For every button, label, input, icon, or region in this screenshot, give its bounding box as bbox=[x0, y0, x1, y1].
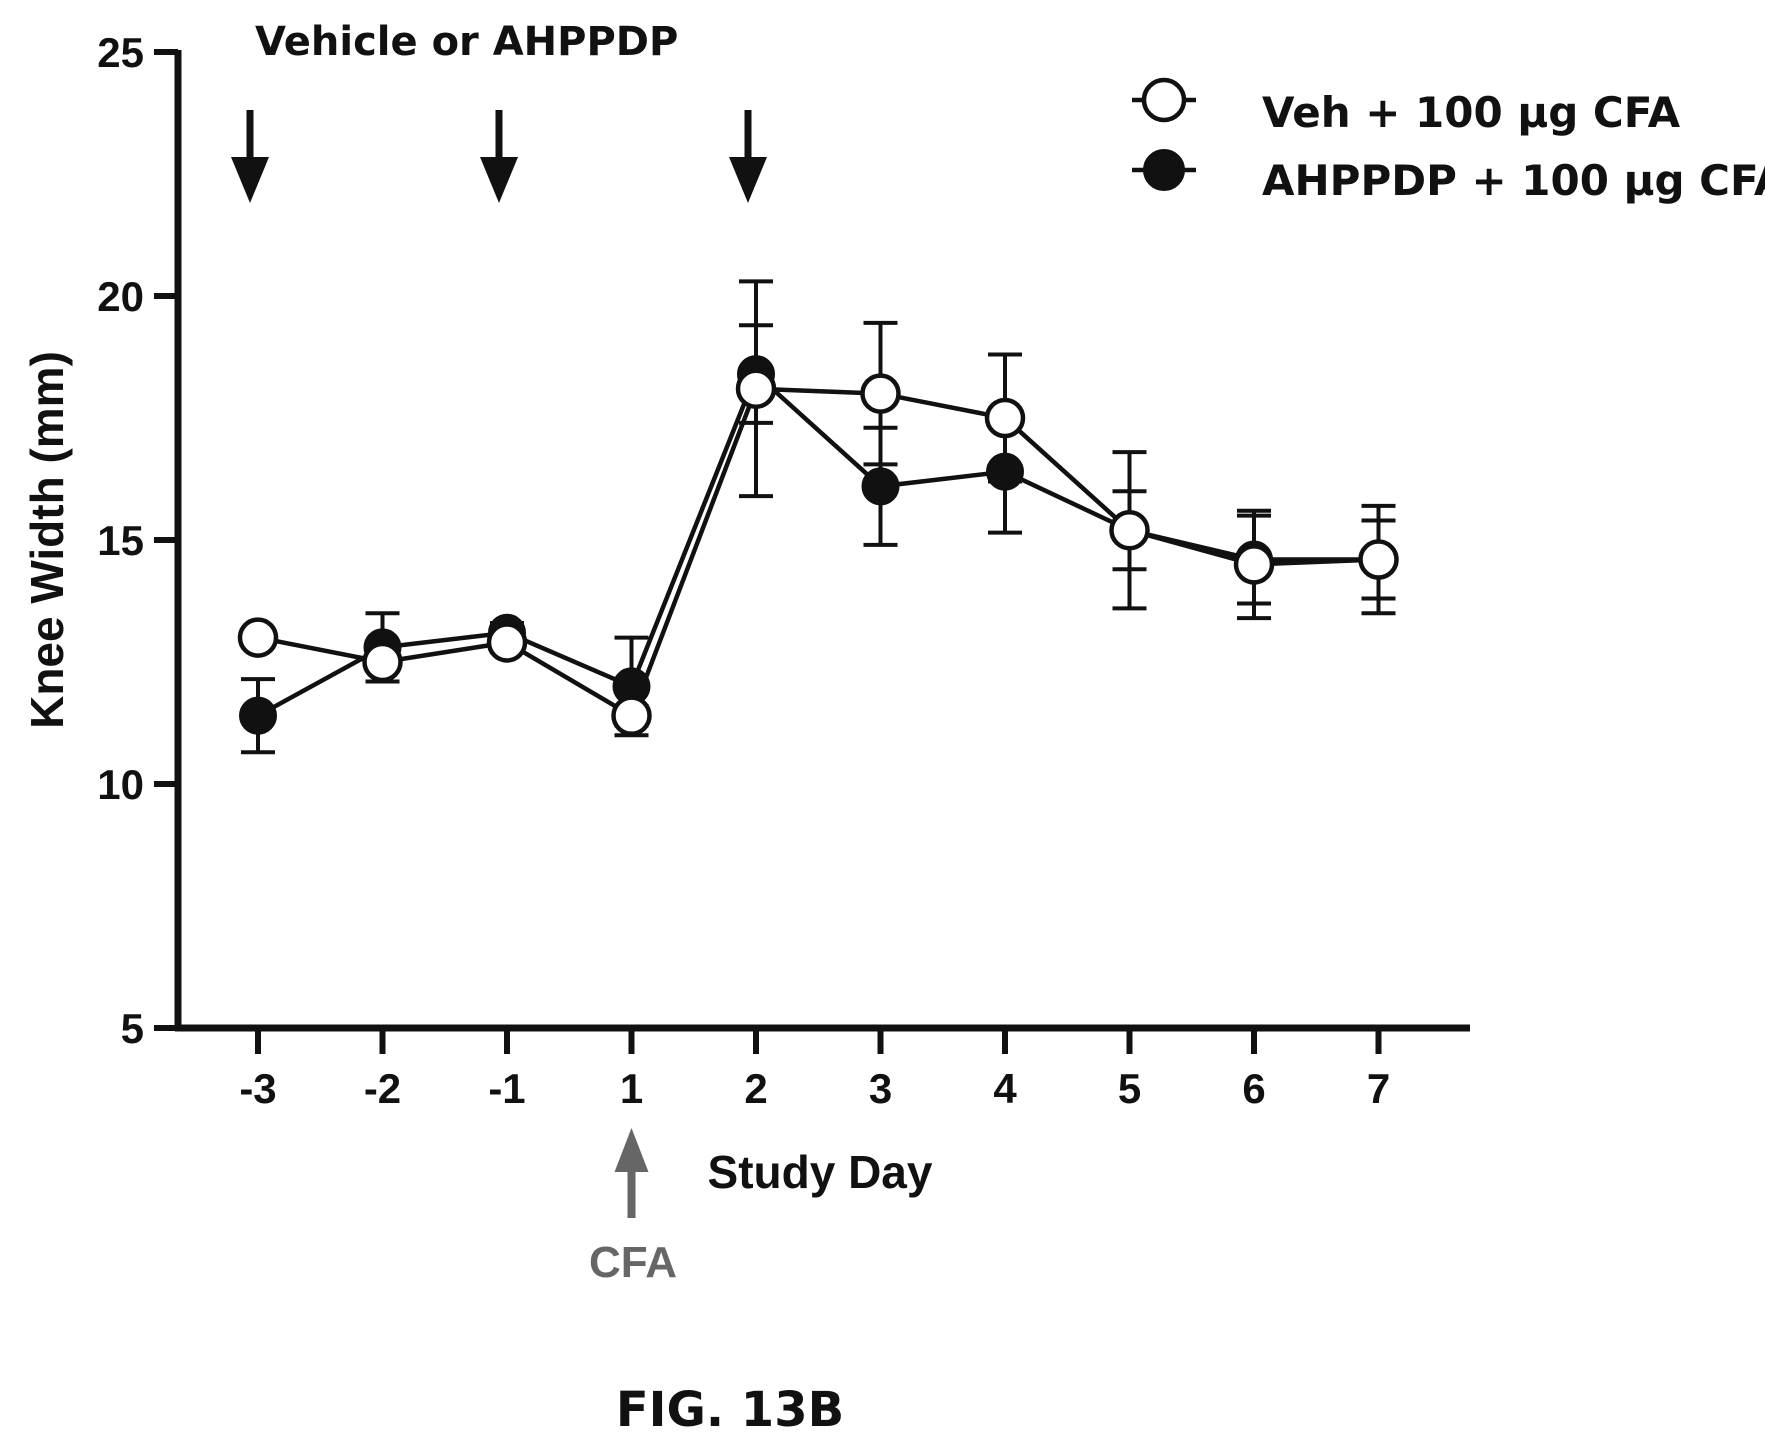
legend-label-veh: Veh + 100 μg CFA bbox=[1262, 88, 1681, 137]
data-point-veh bbox=[237, 617, 279, 658]
x-tick-label: -3 bbox=[239, 1065, 276, 1112]
y-tick-label: 5 bbox=[121, 1005, 144, 1052]
data-point-ahppdp bbox=[861, 467, 900, 506]
x-tick-label: 2 bbox=[744, 1065, 767, 1112]
data-point-veh bbox=[1358, 539, 1399, 580]
x-tick-label: 6 bbox=[1242, 1065, 1265, 1112]
dosing-arrow-head bbox=[729, 157, 767, 203]
plot-area: 5 10 15 20 25 -3 -2 -1 1 2 3 4 5 6 7 bbox=[97, 29, 1470, 1218]
legend-marker-veh bbox=[1141, 77, 1187, 123]
data-point-veh bbox=[860, 373, 901, 414]
data-point-veh bbox=[1109, 509, 1150, 551]
data-point-ahppdp bbox=[986, 452, 1024, 491]
data-point-veh bbox=[735, 368, 777, 409]
figure-caption: FIG. 13B bbox=[616, 1382, 844, 1438]
x-tick-label: 1 bbox=[620, 1065, 643, 1112]
x-tick-label: 7 bbox=[1367, 1065, 1390, 1112]
y-tick-label: 25 bbox=[97, 29, 144, 76]
x-tick-label: 5 bbox=[1118, 1065, 1141, 1112]
data-point-veh bbox=[362, 641, 403, 683]
y-tick-label: 10 bbox=[97, 761, 144, 808]
x-tick-label: 4 bbox=[993, 1065, 1017, 1112]
y-tick-label: 20 bbox=[97, 273, 144, 320]
y-tick-label: 15 bbox=[97, 517, 144, 564]
dosing-arrow-head bbox=[480, 157, 518, 203]
x-tick-label: -2 bbox=[364, 1065, 401, 1112]
dosing-arrow-head bbox=[231, 157, 269, 203]
cfa-arrow-head bbox=[614, 1128, 649, 1172]
y-axis-title: Knee Width (mm) bbox=[21, 351, 73, 729]
series-line-veh bbox=[257, 386, 1379, 718]
data-point-veh bbox=[486, 622, 528, 663]
x-tick-label: -1 bbox=[488, 1065, 525, 1112]
legend-marker-ahppdp bbox=[1143, 149, 1185, 191]
data-point-veh bbox=[984, 397, 1026, 439]
series-line-ahppdp bbox=[256, 371, 1379, 718]
x-axis-title: Study Day bbox=[708, 1146, 933, 1198]
data-point-veh bbox=[611, 695, 652, 736]
data-point-ahppdp bbox=[239, 696, 277, 735]
legend-label-ahppdp: AHPPDP + 100 μg CFA bbox=[1262, 156, 1765, 205]
data-point-veh bbox=[1233, 544, 1275, 585]
dosing-annotation-label: Vehicle or AHPPDP bbox=[255, 19, 678, 65]
cfa-challenge-label: CFA bbox=[589, 1238, 677, 1287]
x-tick-label: 3 bbox=[869, 1065, 892, 1112]
